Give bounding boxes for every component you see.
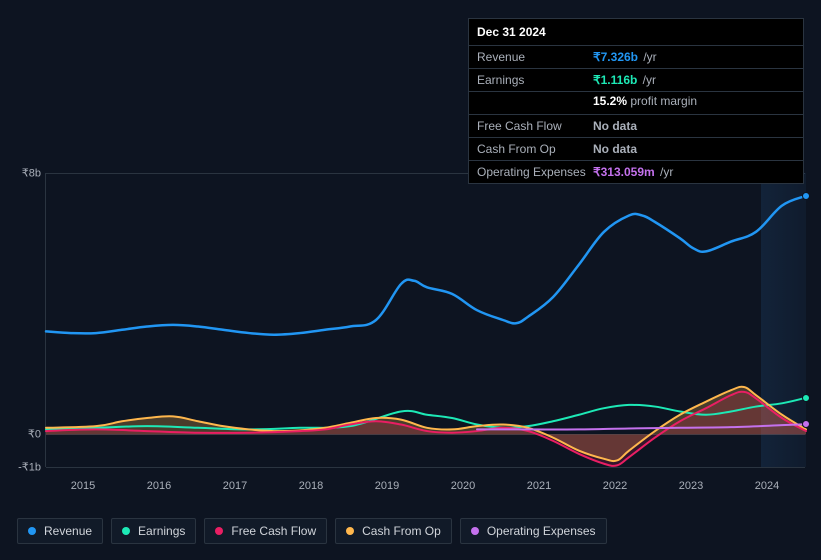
legend-item-label: Cash From Op — [362, 524, 441, 538]
tooltip-row-value: No data — [593, 142, 795, 156]
y-axis-label: ₹8b — [22, 167, 41, 180]
x-axis: 2015 2016 2017 2018 2019 2020 2021 2022 2023 2024 — [45, 480, 805, 500]
legend-item-cfo[interactable]: Cash From Op — [335, 518, 452, 544]
chart-plot-area[interactable] — [45, 173, 805, 467]
tooltip-row-sub: 15.2% profit margin — [469, 92, 803, 115]
x-axis-label: 2015 — [71, 480, 95, 492]
chart-tooltip: Dec 31 2024 Revenue₹7.326b /yrEarnings₹1… — [468, 18, 804, 184]
x-axis-label: 2021 — [527, 480, 551, 492]
tooltip-row-label: Operating Expenses — [477, 165, 593, 179]
x-axis-label: 2022 — [603, 480, 627, 492]
tooltip-row-label: Free Cash Flow — [477, 119, 593, 133]
tooltip-row-label: Revenue — [477, 50, 593, 64]
x-axis-label: 2019 — [375, 480, 399, 492]
x-axis-label: 2016 — [147, 480, 171, 492]
tooltip-row-value: ₹1.116b /yr — [593, 73, 795, 87]
legend-dot-icon — [215, 527, 223, 535]
tooltip-row: Earnings₹1.116b /yr — [469, 69, 803, 92]
revenue-line — [46, 196, 806, 335]
tooltip-row-value: No data — [593, 119, 795, 133]
legend-dot-icon — [471, 527, 479, 535]
tooltip-row: Cash From OpNo data — [469, 138, 803, 161]
legend-item-earnings[interactable]: Earnings — [111, 518, 196, 544]
tooltip-row-value: ₹7.326b /yr — [593, 50, 795, 64]
legend-item-label: Free Cash Flow — [231, 524, 316, 538]
legend-dot-icon — [346, 527, 354, 535]
x-axis-label: 2018 — [299, 480, 323, 492]
legend-item-label: Earnings — [138, 524, 185, 538]
tooltip-row: Operating Expenses₹313.059m /yr — [469, 161, 803, 183]
gridline — [46, 467, 805, 468]
financials-chart: ₹8b ₹0 -₹1b — [17, 160, 807, 480]
x-axis-label: 2023 — [679, 480, 703, 492]
legend-item-label: Revenue — [44, 524, 92, 538]
chart-lines — [46, 173, 805, 467]
tooltip-row-label: Earnings — [477, 73, 593, 87]
y-axis: ₹8b ₹0 -₹1b — [15, 160, 45, 480]
tooltip-row-value: ₹313.059m /yr — [593, 165, 795, 179]
tooltip-row: Revenue₹7.326b /yr — [469, 46, 803, 69]
chart-legend: Revenue Earnings Free Cash Flow Cash From O… — [17, 518, 607, 544]
tooltip-row-label: Cash From Op — [477, 142, 593, 156]
earnings-end-dot — [802, 394, 810, 402]
revenue-end-dot — [802, 192, 810, 200]
legend-dot-icon — [122, 527, 130, 535]
y-axis-label: ₹0 — [28, 428, 41, 441]
legend-item-revenue[interactable]: Revenue — [17, 518, 103, 544]
tooltip-row: Free Cash FlowNo data — [469, 115, 803, 138]
tooltip-date: Dec 31 2024 — [469, 19, 803, 46]
y-axis-label: -₹1b — [18, 461, 41, 474]
legend-item-label: Operating Expenses — [487, 524, 596, 538]
legend-item-opex[interactable]: Operating Expenses — [460, 518, 607, 544]
x-axis-label: 2017 — [223, 480, 247, 492]
x-axis-label: 2024 — [755, 480, 779, 492]
legend-item-fcf[interactable]: Free Cash Flow — [204, 518, 327, 544]
legend-dot-icon — [28, 527, 36, 535]
x-axis-label: 2020 — [451, 480, 475, 492]
opex-end-dot — [802, 420, 810, 428]
